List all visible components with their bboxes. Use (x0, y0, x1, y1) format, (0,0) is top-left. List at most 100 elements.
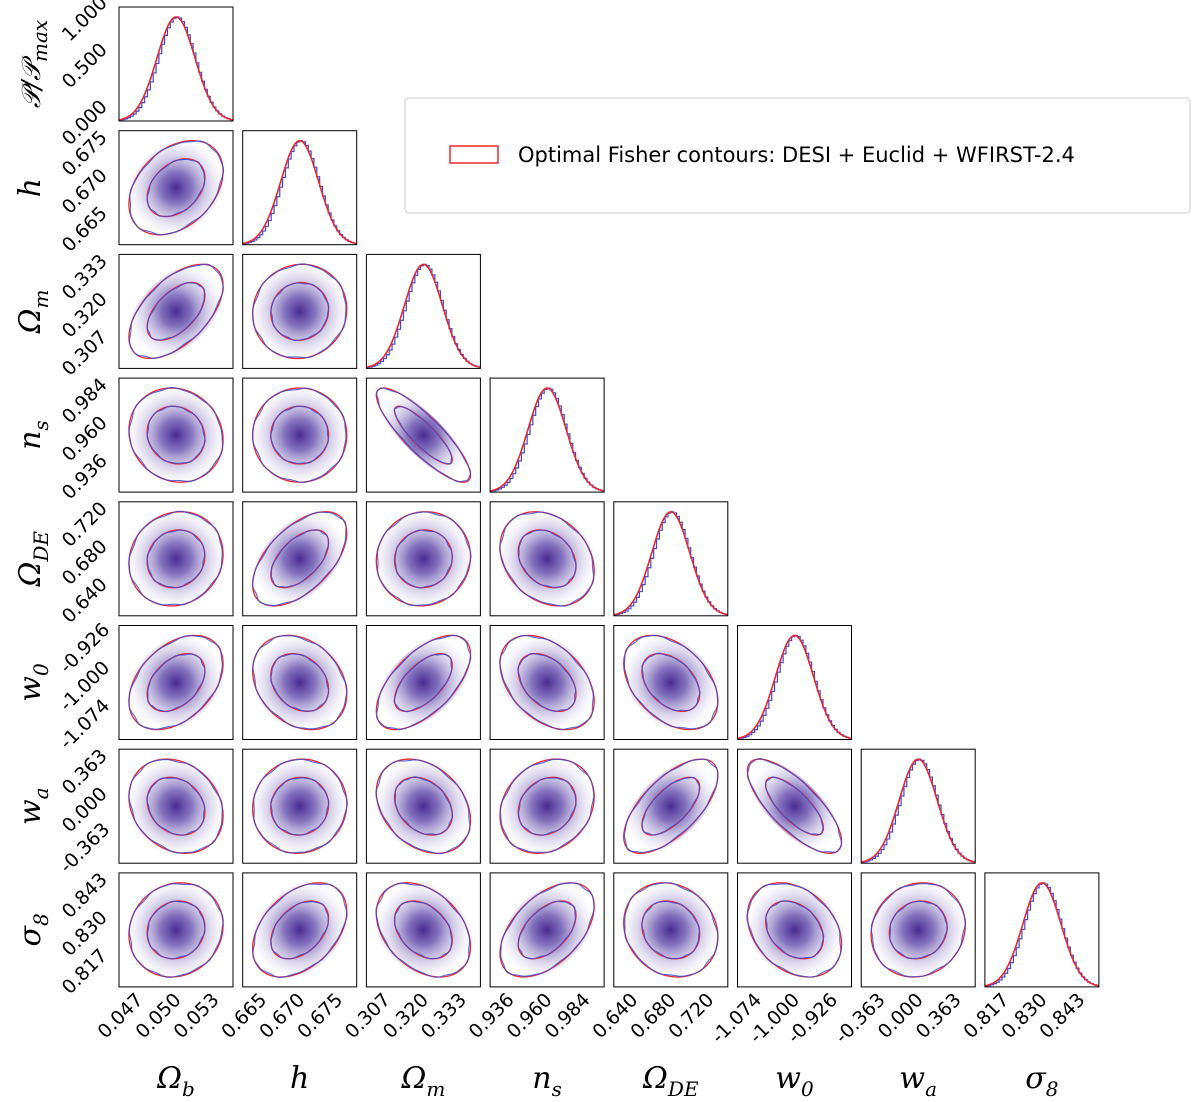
panel-7-6 (860, 872, 976, 988)
xlabel-0: Ωb (156, 1061, 195, 1101)
mcmc-contour-1sigma (517, 900, 576, 960)
panel-1-0 (118, 130, 234, 246)
legend-label: Optimal Fisher contours: DESI + Euclid +… (518, 143, 1075, 167)
mcmc-histogram (984, 882, 1099, 987)
mcmc-contour-2sigma (376, 387, 472, 483)
panel-7-0 (118, 872, 234, 988)
mcmc-contour-1sigma (394, 900, 453, 960)
density-map (619, 631, 723, 734)
panel-5-1 (242, 625, 358, 740)
mcmc-contour-1sigma (147, 900, 206, 960)
panel-6-2 (365, 748, 481, 864)
density-map (124, 878, 228, 982)
panel-6-4 (613, 748, 729, 864)
panel-frame (613, 501, 729, 617)
panel-5-2 (365, 625, 481, 740)
panel-frame (365, 625, 481, 740)
panel-frame (365, 253, 481, 369)
mcmc-contour-2sigma (746, 758, 842, 853)
panel-2-0 (118, 253, 234, 369)
fisher-curve (861, 758, 976, 863)
fisher-curve (613, 510, 728, 616)
mcmc-contour-1sigma (270, 777, 330, 836)
panel-frame (118, 625, 234, 740)
panel-4-0 (118, 501, 234, 617)
panel-frame (737, 748, 852, 864)
mcmc-histogram (242, 140, 357, 245)
mcmc-histogram (861, 758, 976, 863)
xlabel-4: ΩDE (642, 1061, 699, 1101)
density-map (495, 631, 599, 734)
mcmc-contour-1sigma (518, 529, 577, 588)
mcmc-contour-1sigma (765, 776, 824, 836)
panel-frame (613, 625, 729, 740)
mcmc-contour-2sigma (128, 386, 224, 482)
panel-frame (118, 748, 234, 864)
panel-7-2 (365, 872, 481, 988)
diag-ytick-label: 1.000 (58, 0, 112, 46)
mcmc-contour-2sigma (499, 758, 595, 853)
fisher-curve (489, 387, 605, 492)
xlabel-3: ns (532, 1061, 562, 1101)
density-map (372, 631, 475, 734)
density-map (495, 507, 599, 611)
panel-frame (489, 748, 605, 864)
mcmc-contour-2sigma (252, 511, 347, 607)
diag-panel-1 (242, 130, 358, 246)
panel-frame (489, 872, 605, 988)
density-map (248, 754, 351, 858)
mcmc-contour-1sigma (394, 529, 453, 589)
panel-frame (242, 625, 358, 740)
mcmc-histogram (737, 634, 852, 740)
mcmc-contour-1sigma (270, 282, 330, 342)
panel-frame (118, 377, 234, 493)
mcmc-histogram (613, 511, 728, 616)
density-map (372, 383, 475, 487)
density-map (124, 383, 228, 487)
mcmc-contour-2sigma (128, 510, 223, 606)
ylabel-4: ΩDE (13, 531, 53, 588)
density-map (248, 631, 351, 734)
mcmc-contour-2sigma (253, 758, 348, 854)
mcmc-contour-2sigma (252, 263, 347, 359)
diag-panel-2 (365, 253, 481, 369)
density-map (743, 878, 846, 982)
panel-frame (365, 501, 481, 617)
panel-frame (242, 501, 358, 617)
mcmc-contour-2sigma (128, 263, 224, 359)
mcmc-contour-2sigma (128, 883, 224, 978)
panel-frame (365, 872, 481, 988)
panel-frame (860, 872, 976, 988)
density-map (372, 507, 475, 611)
mcmc-contour-1sigma (518, 777, 577, 836)
mcmc-contour-1sigma (270, 529, 329, 588)
panel-frame (118, 501, 234, 617)
mcmc-contour-2sigma (624, 882, 719, 977)
density-map (372, 878, 475, 982)
ylabel-7: σ8 (13, 913, 53, 946)
mcmc-contour-1sigma (146, 282, 206, 341)
diag-panel-6 (860, 748, 976, 864)
panel-7-4 (613, 872, 729, 988)
fisher-curve (242, 139, 357, 245)
panel-frame (242, 377, 358, 493)
mcmc-contour-2sigma (252, 635, 348, 730)
panel-frame (365, 748, 481, 864)
density-map (495, 754, 599, 858)
legend: Optimal Fisher contours: DESI + Euclid +… (404, 97, 1191, 214)
mcmc-contour-1sigma (146, 777, 206, 836)
density-map (124, 507, 228, 611)
density-map (743, 754, 846, 858)
mcmc-contour-2sigma (500, 882, 595, 977)
panel-frame (242, 130, 358, 246)
panel-frame (118, 253, 234, 369)
mcmc-contour-2sigma (746, 883, 842, 978)
mcmc-histogram (119, 16, 233, 121)
panel-5-3 (489, 625, 605, 740)
panel-frame (242, 872, 358, 988)
panels-layer (118, 6, 1100, 988)
diag-panel-7 (984, 872, 1100, 988)
density-map (124, 260, 228, 363)
mcmc-histogram (490, 387, 605, 492)
mcmc-contour-2sigma (128, 635, 223, 730)
